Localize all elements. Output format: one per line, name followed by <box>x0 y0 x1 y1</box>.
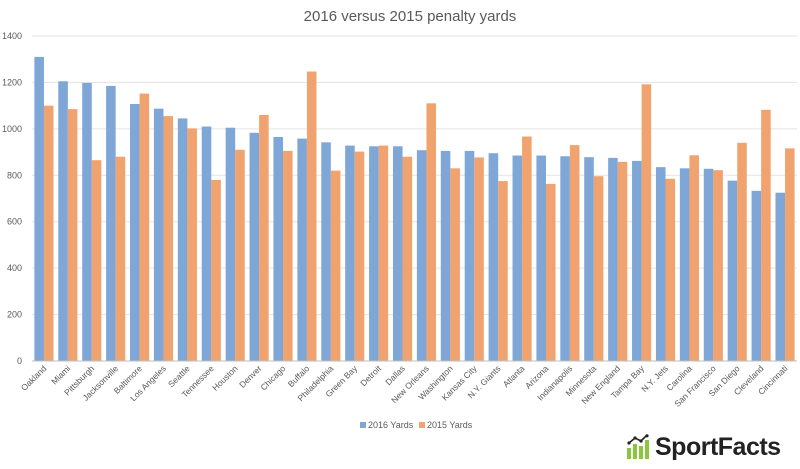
bar-2016 <box>369 146 379 361</box>
bar-2015 <box>522 136 532 361</box>
bar-2016 <box>392 146 403 361</box>
y-tick-label: 1200 <box>2 77 22 87</box>
bar-2016 <box>297 138 307 361</box>
bar-2015 <box>474 157 484 361</box>
bar-2015 <box>187 128 197 361</box>
bar-2016 <box>106 85 116 362</box>
y-tick-label: 600 <box>7 217 22 227</box>
bar-2015 <box>450 168 460 361</box>
bar-2016 <box>655 167 666 361</box>
bar-2015 <box>593 176 604 361</box>
bar-2015 <box>235 149 245 361</box>
bar-2015 <box>283 150 293 361</box>
bar-2015 <box>689 155 699 361</box>
bar-2015 <box>737 142 747 361</box>
x-tick-label: N.Y. Jets <box>639 363 670 394</box>
bar-2015 <box>211 179 221 361</box>
sportfacts-logo: SportFacts <box>626 433 781 461</box>
chart-title: 2016 versus 2015 penalty yards <box>304 8 517 25</box>
bar-2016 <box>536 155 546 361</box>
bar-2016 <box>321 142 331 361</box>
bar-2015 <box>426 103 437 362</box>
bar-2016 <box>153 108 164 362</box>
bar-2016 <box>512 155 523 361</box>
bar-2015 <box>91 160 102 361</box>
bar-2016 <box>249 132 260 361</box>
bar-2016 <box>34 56 44 362</box>
y-tick-label: 400 <box>7 263 22 273</box>
bar-2015 <box>330 170 341 361</box>
logo-text: SportFacts <box>655 432 781 461</box>
bar-2016 <box>488 153 499 361</box>
legend: 2016 Yards 2015 Yards <box>360 420 473 430</box>
x-tick-label: Oakland <box>19 363 49 393</box>
bar-2016 <box>177 118 188 362</box>
bar-2015 <box>139 93 150 362</box>
bar-2015 <box>67 109 78 361</box>
bar-2016 <box>416 150 427 361</box>
bar-2016 <box>273 136 284 361</box>
x-tick-label: Atlanta <box>501 363 527 389</box>
x-axis-labels: Oakland MiamiPittsburghJacksonvilleBaltim… <box>19 363 790 409</box>
bar-2016 <box>130 104 140 362</box>
bar-2015 <box>163 116 174 361</box>
bar-2016 <box>201 126 212 362</box>
bar-2015 <box>43 105 54 362</box>
bar-2015 <box>354 151 365 361</box>
legend-swatch-2016 <box>360 422 366 428</box>
bar-2016 <box>632 160 642 361</box>
bar-2016 <box>679 168 690 361</box>
bar-2016 <box>560 156 570 361</box>
bar-2015 <box>498 181 508 361</box>
bar-2015 <box>617 161 628 361</box>
bar-2016 <box>440 150 451 361</box>
bar-2015 <box>402 156 413 361</box>
y-tick-label: 1400 <box>2 31 22 41</box>
bar-2015 <box>115 156 126 361</box>
bar-2015 <box>306 71 317 362</box>
x-tick-label: Detroit <box>358 363 383 388</box>
bars <box>34 56 795 362</box>
legend-label-2016: 2016 Yards <box>368 420 414 430</box>
legend-swatch-2015 <box>419 422 425 428</box>
bar-2016 <box>608 157 618 361</box>
bar-2015 <box>545 183 556 361</box>
bar-2016 <box>345 145 355 361</box>
bar-2016 <box>82 82 92 362</box>
bar-2015 <box>378 145 389 361</box>
bar-2016 <box>727 180 738 361</box>
bar-2016 <box>703 168 714 361</box>
bar-2015 <box>761 109 771 361</box>
bar-2015 <box>569 145 580 361</box>
y-axis-ticks: 0 200 400 600 800 1000 1200 1400 <box>2 31 22 366</box>
y-tick-label: 200 <box>7 310 22 320</box>
bar-2016 <box>775 192 786 361</box>
x-tick-label: Chicago <box>258 363 287 392</box>
y-tick-label: 800 <box>7 170 22 180</box>
legend-label-2015: 2015 Yards <box>427 420 473 430</box>
bar-2015 <box>259 114 269 361</box>
bar-2015 <box>641 84 652 362</box>
bar-2016 <box>584 157 594 361</box>
y-tick-label: 1000 <box>2 124 22 134</box>
x-tick-label: Houston <box>210 363 240 393</box>
bar-2015 <box>665 178 676 361</box>
bar-2016 <box>58 81 68 362</box>
bar-chart-logo-icon <box>627 434 649 459</box>
y-tick-label: 0 <box>17 356 22 366</box>
bar-2016 <box>225 127 236 361</box>
bar-2016 <box>464 150 475 361</box>
bar-2015 <box>785 148 795 361</box>
bar-2015 <box>713 170 723 361</box>
bar-2016 <box>751 190 762 361</box>
